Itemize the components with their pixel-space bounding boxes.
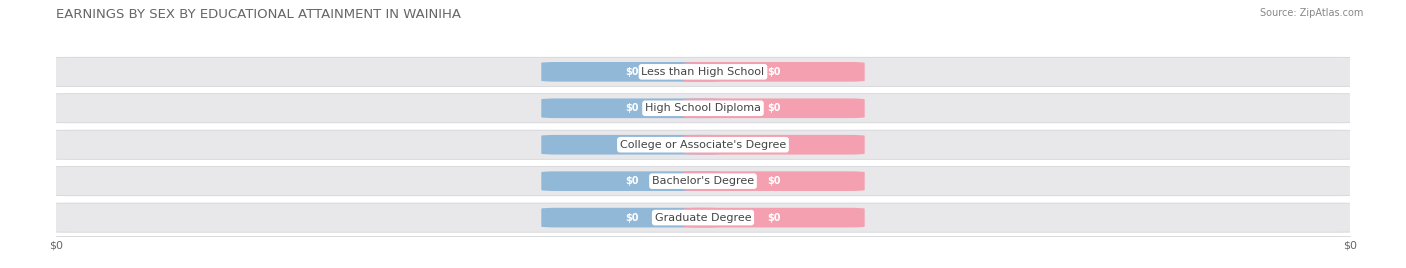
Text: Graduate Degree: Graduate Degree: [655, 213, 751, 223]
Text: $0: $0: [768, 176, 780, 186]
FancyBboxPatch shape: [541, 135, 723, 155]
FancyBboxPatch shape: [44, 167, 1362, 196]
Text: EARNINGS BY SEX BY EDUCATIONAL ATTAINMENT IN WAINIHA: EARNINGS BY SEX BY EDUCATIONAL ATTAINMEN…: [56, 8, 461, 21]
FancyBboxPatch shape: [683, 171, 865, 191]
FancyBboxPatch shape: [683, 135, 865, 155]
FancyBboxPatch shape: [541, 98, 723, 118]
Text: $0: $0: [768, 103, 780, 113]
Text: $0: $0: [768, 67, 780, 77]
Text: High School Diploma: High School Diploma: [645, 103, 761, 113]
Text: $0: $0: [626, 213, 638, 223]
Text: Less than High School: Less than High School: [641, 67, 765, 77]
FancyBboxPatch shape: [541, 171, 723, 191]
Text: $0: $0: [768, 213, 780, 223]
FancyBboxPatch shape: [683, 62, 865, 82]
Text: College or Associate's Degree: College or Associate's Degree: [620, 140, 786, 150]
Text: $0: $0: [626, 103, 638, 113]
FancyBboxPatch shape: [44, 203, 1362, 232]
FancyBboxPatch shape: [44, 57, 1362, 86]
FancyBboxPatch shape: [541, 62, 723, 82]
FancyBboxPatch shape: [683, 98, 865, 118]
Text: $0: $0: [626, 140, 638, 150]
FancyBboxPatch shape: [44, 94, 1362, 123]
Text: Bachelor's Degree: Bachelor's Degree: [652, 176, 754, 186]
Text: $0: $0: [626, 67, 638, 77]
Text: Source: ZipAtlas.com: Source: ZipAtlas.com: [1260, 8, 1364, 18]
FancyBboxPatch shape: [44, 130, 1362, 159]
Text: $0: $0: [768, 140, 780, 150]
FancyBboxPatch shape: [541, 208, 723, 228]
FancyBboxPatch shape: [683, 208, 865, 228]
Text: $0: $0: [626, 176, 638, 186]
